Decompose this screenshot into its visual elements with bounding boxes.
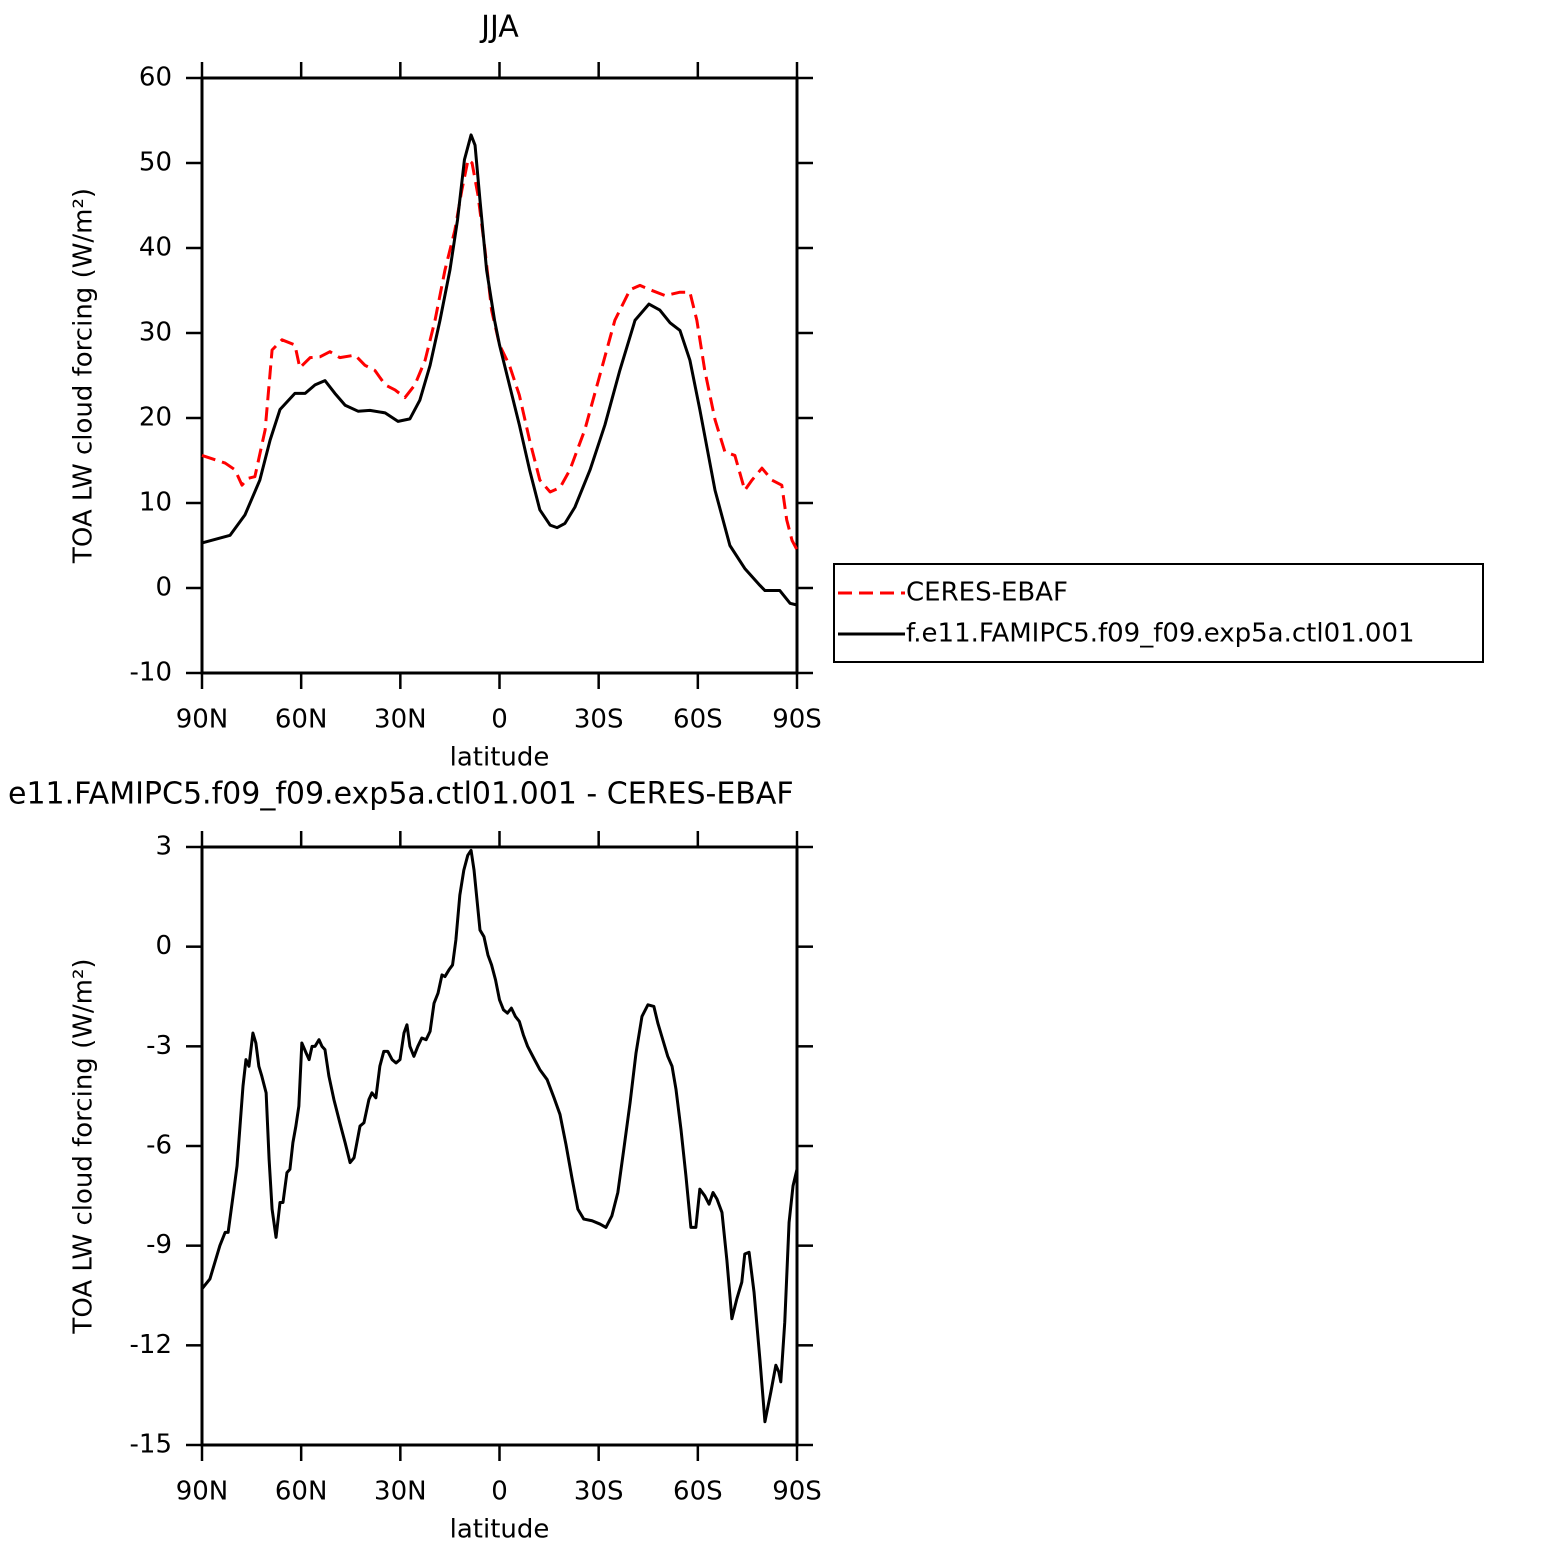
y-tick-label: 60 (139, 63, 172, 93)
y-axis-label: TOA LW cloud forcing (W/m²) (69, 188, 99, 564)
y-tick-label: 10 (139, 488, 172, 518)
y-axis-label: TOA LW cloud forcing (W/m²) (69, 958, 99, 1334)
x-tick-label: 90N (176, 705, 229, 735)
legend-label: f.e11.FAMIPC5.f09_f09.exp5a.ctl01.001 (906, 619, 1415, 649)
y-tick-label: 0 (155, 573, 172, 603)
y-tick-label: -9 (146, 1230, 172, 1260)
y-tick-label: -12 (130, 1330, 172, 1360)
data-line (200, 848, 799, 1424)
x-tick-label: 0 (491, 1477, 508, 1507)
x-tick-label: 0 (491, 705, 508, 735)
x-tick-label: 90N (176, 1477, 229, 1507)
y-tick-label: 50 (139, 148, 172, 178)
chart-title: e11.FAMIPC5.f09_f09.exp5a.ctl01.001 - CE… (8, 777, 794, 812)
x-tick-label: 30N (374, 705, 427, 735)
x-tick-label: 30N (374, 1477, 427, 1507)
x-axis-label: latitude (450, 743, 550, 773)
x-axis-label: latitude (450, 1515, 550, 1545)
y-tick-label: -10 (130, 658, 172, 688)
x-tick-label: 60N (275, 1477, 328, 1507)
data-line (201, 133, 798, 607)
data-line (201, 158, 799, 551)
y-tick-label: 20 (139, 403, 172, 433)
chart-title: JJA (479, 10, 519, 45)
y-tick-label: 3 (155, 832, 172, 862)
x-tick-label: 60S (673, 705, 723, 735)
y-tick-label: 30 (139, 318, 172, 348)
y-tick-label: 40 (139, 233, 172, 263)
x-tick-label: 60N (275, 705, 328, 735)
x-tick-label: 60S (673, 1477, 723, 1507)
x-tick-label: 30S (574, 1477, 624, 1507)
x-tick-label: 90S (772, 1477, 822, 1507)
y-tick-label: -3 (146, 1031, 172, 1061)
legend-box (833, 563, 1484, 663)
plot-frame (200, 76, 799, 675)
y-tick-label: -15 (130, 1430, 172, 1460)
y-tick-label: -6 (146, 1131, 172, 1161)
legend-label: CERES-EBAF (906, 578, 1068, 608)
x-tick-label: 90S (772, 705, 822, 735)
y-tick-label: 0 (155, 931, 172, 961)
x-tick-label: 30S (574, 705, 624, 735)
